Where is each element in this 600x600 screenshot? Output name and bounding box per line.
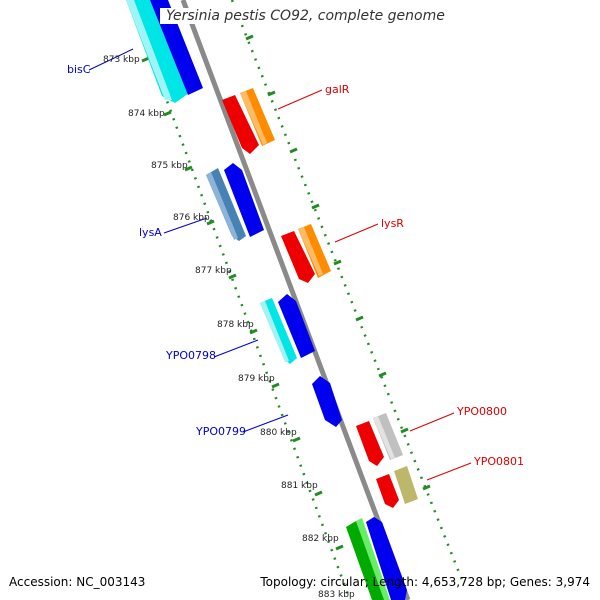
gene-silver-shade [373,416,395,459]
gene-khaki-YPO0801[interactable] [394,466,418,504]
gene-label-YPO0798[interactable]: YPO0798 [165,349,216,362]
tick-label-877: 877 kbp [195,266,232,276]
gene-orange-lysR-shade [298,227,323,276]
inner-tick-marks [141,56,344,551]
accession-label: Accession: NC_003143 [9,575,146,589]
gene-label-YPO0801[interactable]: YPO0801 [473,455,524,468]
tick-label-878: 878 kbp [217,320,254,330]
gene-label-galR[interactable]: galR [325,83,350,96]
tick-label-879: 879 kbp [238,374,275,384]
right-leader-lines [277,89,472,481]
gene-green[interactable] [346,521,386,600]
gene-green-shade [356,518,390,600]
tick-label-880: 880 kbp [260,428,297,438]
gene-blue-4[interactable] [366,517,407,600]
gene-blue-2[interactable] [224,163,264,237]
left-leader-lines [88,48,289,433]
gene-label-YPO0800[interactable]: YPO0800 [456,405,507,418]
gene-steel-shade [206,172,238,240]
tick-label-882: 882 kbp [302,534,339,544]
gene-label-lysA[interactable]: lysA [139,226,162,239]
gene-bisC-cyan-shade [126,0,172,100]
tick-label-875: 875 kbp [151,161,188,171]
gene-red-galR[interactable] [222,95,259,154]
tick-label-874: 874 kbp [128,109,165,119]
tick-label-881: 881 kbp [281,481,318,491]
map-title: Yersinia pestis CO92, complete genome [160,8,451,24]
gene-red-YPO0801[interactable] [376,474,399,508]
gene-label-lysR[interactable]: lysR [381,217,404,230]
gene-red-YPO0800[interactable] [356,421,384,466]
tick-label-876: 876 kbp [173,213,210,223]
gene-blue-YPO0799[interactable] [312,376,342,427]
gene-red-lysR[interactable] [281,231,315,283]
outer-tick-marks [245,34,431,491]
genome-summary: Topology: circular; Length: 4,653,728 bp… [260,575,590,589]
gene-orange-shade [240,91,267,145]
gene-label-bisC[interactable]: bisC [67,63,91,76]
gene-label-YPO0799[interactable]: YPO0799 [195,425,246,438]
tick-label-873: 873 kbp [103,55,140,65]
genome-backbone [180,0,411,600]
gene-blue-3[interactable] [278,294,315,358]
gene-cyan-shade [260,301,289,362]
inner-track-dots [128,0,352,600]
tick-label-883: 883 kbp [318,590,355,600]
